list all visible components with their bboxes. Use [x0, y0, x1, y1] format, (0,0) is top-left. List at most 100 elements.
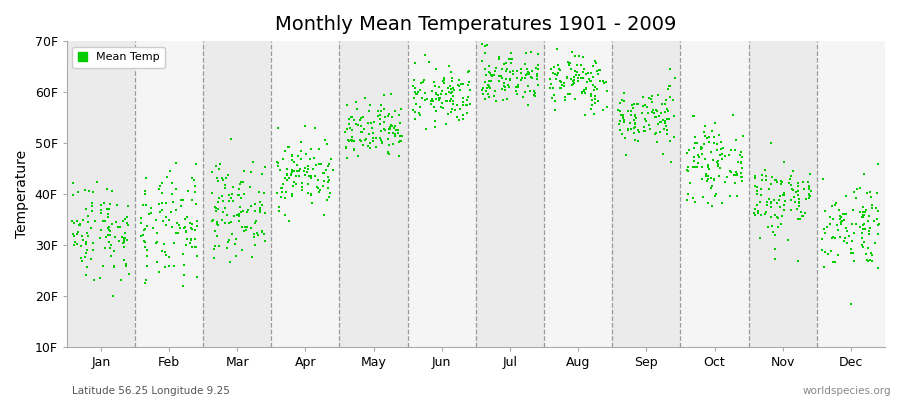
Point	[821, 250, 835, 257]
Point	[584, 97, 598, 103]
Point	[478, 96, 492, 102]
Point	[688, 164, 702, 170]
Point	[339, 126, 354, 133]
Point	[277, 212, 292, 218]
Point	[317, 212, 331, 218]
Point	[106, 264, 121, 270]
Point	[584, 91, 598, 98]
Point	[754, 186, 769, 193]
Point	[514, 76, 528, 83]
Point	[255, 229, 269, 235]
Point	[726, 172, 741, 178]
Point	[781, 237, 796, 243]
Point	[753, 199, 768, 206]
Point	[715, 138, 729, 145]
Point	[867, 218, 881, 224]
Y-axis label: Temperature: Temperature	[15, 150, 29, 238]
Point	[518, 61, 532, 67]
Point	[444, 95, 458, 102]
Point	[431, 84, 446, 91]
Point	[636, 93, 651, 100]
Point	[659, 122, 673, 129]
Point	[428, 107, 443, 114]
Point	[818, 208, 832, 214]
Point	[549, 76, 563, 82]
Point	[641, 109, 655, 116]
Point	[309, 162, 323, 168]
Point	[764, 140, 778, 146]
Point	[735, 133, 750, 140]
Point	[364, 124, 379, 131]
Point	[531, 62, 545, 68]
Point	[178, 228, 193, 234]
Point	[425, 88, 439, 95]
Point	[445, 78, 459, 84]
Point	[832, 216, 847, 223]
Point	[658, 118, 672, 124]
Point	[183, 240, 197, 246]
Point	[815, 236, 830, 242]
Point	[613, 108, 627, 114]
Point	[706, 176, 721, 182]
Point	[165, 180, 179, 187]
Point	[226, 184, 240, 190]
Point	[530, 71, 544, 77]
Point	[79, 230, 94, 236]
Point	[836, 211, 850, 217]
Point	[394, 138, 409, 144]
Point	[707, 119, 722, 126]
Point	[563, 66, 578, 72]
Point	[846, 189, 860, 196]
Point	[140, 223, 154, 229]
Point	[644, 99, 659, 105]
Point	[859, 209, 873, 215]
Point	[570, 68, 584, 75]
Point	[367, 119, 382, 126]
Bar	[339, 41, 408, 347]
Point	[612, 127, 626, 134]
Point	[243, 184, 257, 191]
Point	[156, 218, 170, 224]
Point	[342, 138, 356, 144]
Point	[488, 68, 502, 74]
Point	[644, 109, 659, 116]
Point	[138, 244, 152, 250]
Point	[500, 60, 514, 66]
Point	[178, 242, 193, 248]
Point	[417, 77, 431, 83]
Point	[760, 202, 774, 208]
Point	[186, 177, 201, 184]
Point	[218, 182, 232, 188]
Point	[844, 246, 859, 253]
Point	[248, 201, 263, 208]
Point	[185, 175, 200, 181]
Point	[453, 106, 467, 112]
Point	[455, 99, 470, 106]
Point	[211, 233, 225, 240]
Point	[365, 130, 380, 136]
Point	[497, 60, 511, 67]
Point	[87, 218, 102, 224]
Point	[482, 84, 496, 90]
Point	[271, 160, 285, 166]
Point	[766, 229, 780, 235]
Point	[366, 135, 381, 142]
Point	[393, 132, 408, 139]
Point	[498, 84, 512, 90]
Point	[701, 173, 716, 179]
Point	[339, 102, 354, 109]
Point	[652, 92, 666, 98]
Point	[244, 168, 258, 175]
Point	[311, 177, 326, 183]
Point	[459, 102, 473, 108]
Point	[735, 174, 750, 180]
Point	[818, 230, 832, 236]
Point	[293, 166, 308, 172]
Bar	[544, 41, 612, 347]
Point	[384, 114, 399, 120]
Point	[446, 85, 460, 92]
Point	[385, 130, 400, 137]
Point	[482, 85, 497, 92]
Point	[138, 239, 152, 245]
Point	[120, 237, 134, 244]
